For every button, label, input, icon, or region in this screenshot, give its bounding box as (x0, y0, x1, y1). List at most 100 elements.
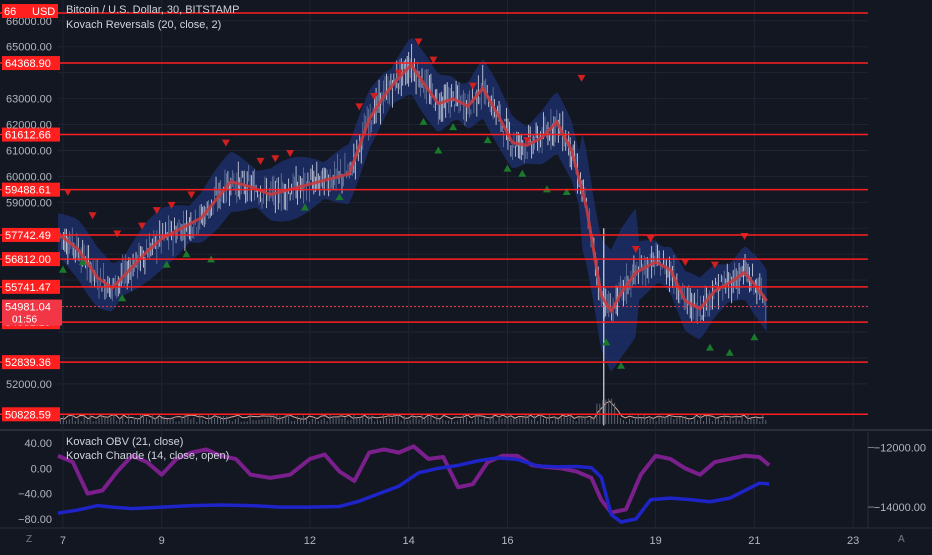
buy-signal-marker (78, 257, 87, 265)
chande-axis-label: −80.00 (18, 514, 52, 526)
chande-axis-label: 40.00 (24, 438, 52, 450)
price-axis-label: 61000.00 (6, 145, 52, 157)
obv-legend[interactable]: Kovach OBV (21, close) (66, 436, 183, 448)
sell-signal-marker (414, 38, 423, 46)
price-axis-label: 62000.00 (6, 120, 52, 132)
price-level-label: 56812.00 (5, 254, 51, 266)
timezone-toggle[interactable]: Z (26, 534, 33, 545)
price-level-label: 55741.47 (5, 282, 51, 294)
bar-countdown-label: 01:56 (12, 315, 37, 326)
chande-indicator-label: Kovach Chande (14, close, open) (66, 450, 230, 462)
volatility-band (58, 37, 767, 372)
auto-scale-toggle[interactable]: A (898, 534, 905, 545)
sell-signal-marker (394, 69, 403, 77)
price-level-badge (2, 127, 60, 142)
buy-signal-marker (419, 117, 428, 125)
price-level-label: 52839.36 (5, 357, 51, 369)
time-axis-label: 12 (304, 535, 316, 547)
price-level-badge (2, 407, 60, 422)
sell-signal-marker (187, 191, 196, 199)
sell-signal-marker (271, 155, 280, 163)
sell-signal-marker (370, 92, 379, 100)
time-axis-label: 19 (649, 535, 661, 547)
price-level-label: 61612.66 (5, 130, 51, 142)
sell-signal-marker (167, 201, 176, 209)
sell-signal-marker (681, 258, 690, 266)
currency-badge-text: USD (32, 6, 55, 18)
sell-signal-marker (355, 103, 364, 111)
buy-signal-marker (483, 136, 492, 144)
buy-signal-marker (562, 187, 571, 195)
time-axis-label: 9 (159, 535, 165, 547)
sell-signal-marker (88, 212, 97, 220)
buy-signal-marker (750, 333, 759, 341)
sell-signal-marker (256, 157, 265, 165)
buy-signal-marker (617, 361, 626, 369)
obv-indicator-label: Kovach OBV (21, close) (66, 436, 184, 448)
time-axis-label: 21 (748, 535, 760, 547)
buy-signal-marker (434, 146, 443, 154)
sell-signal-marker (221, 139, 230, 147)
obv-axis-label: −14000.00 (874, 502, 926, 514)
price-axis-label: 60000.00 (6, 171, 52, 183)
price-level-badge (2, 252, 60, 267)
current-price-label: 54981.04 (5, 302, 51, 314)
buy-signal-marker (162, 260, 171, 268)
reversals-legend[interactable]: Kovach Reversals (20, close, 2) (66, 19, 221, 31)
buy-signal-marker (449, 123, 458, 131)
sell-signal-marker (710, 261, 719, 269)
main-legend: Bitcoin / U.S. Dollar, 30, BITSTAMP (66, 4, 239, 16)
sell-signal-marker (113, 230, 122, 238)
price-level-badge (2, 279, 60, 294)
chande-line (57, 444, 771, 515)
symbol-price-badge (2, 4, 58, 18)
price-level-badge (2, 227, 60, 242)
price-axis-label: 52000.00 (6, 379, 52, 391)
price-level-badge (2, 355, 60, 370)
chande-axis-label: −40.00 (18, 489, 52, 501)
sell-signal-marker (631, 246, 640, 254)
price-level-label: 59488.61 (5, 185, 51, 197)
current-price-badge (2, 299, 62, 326)
price-level-label: 50828.59 (5, 409, 51, 421)
price-axis-label: 63000.00 (6, 94, 52, 106)
sell-signal-marker (523, 137, 532, 145)
obv-line (57, 456, 770, 524)
sell-signal-marker (468, 82, 477, 90)
buy-signal-marker (725, 348, 734, 356)
buy-signal-marker (58, 265, 67, 273)
price-axis-label: 59000.00 (6, 197, 52, 209)
reversal-basis-line (57, 62, 768, 315)
chande-axis-label: 0.00 (31, 463, 52, 475)
sell-signal-marker (429, 56, 438, 64)
sell-signal-marker (286, 150, 295, 158)
chande-legend[interactable]: Kovach Chande (14, close, open) (66, 450, 229, 462)
price-level-label: 57742.49 (5, 230, 51, 242)
price-level-label: 64368.90 (5, 58, 51, 70)
price-axis-label: 66000.00 (6, 16, 52, 28)
sell-signal-marker (646, 235, 655, 243)
time-axis-label: 7 (60, 535, 66, 547)
volume-bars (59, 398, 767, 424)
volume-line (60, 400, 764, 420)
buy-signal-marker (542, 185, 551, 193)
sell-signal-marker (152, 207, 161, 215)
buy-signal-marker (503, 164, 512, 172)
buy-signal-marker (518, 169, 527, 177)
price-axis-label: 65000.00 (6, 42, 52, 54)
obv-axis-label: −12000.00 (874, 442, 926, 454)
chart-title[interactable]: Bitcoin / U.S. Dollar, 30, BITSTAMP (66, 4, 240, 16)
price-level-badge (2, 56, 60, 71)
buy-signal-marker (182, 250, 191, 258)
buy-signal-marker (335, 193, 344, 201)
sell-signal-marker (137, 222, 146, 230)
price-level-badge (2, 182, 60, 197)
sell-signal-marker (577, 74, 586, 82)
time-axis-label: 14 (403, 535, 415, 547)
buy-signal-marker (118, 294, 127, 302)
buy-signal-marker (602, 338, 611, 346)
symbol-price-text: 66 (4, 6, 16, 18)
sell-signal-marker (63, 188, 72, 196)
